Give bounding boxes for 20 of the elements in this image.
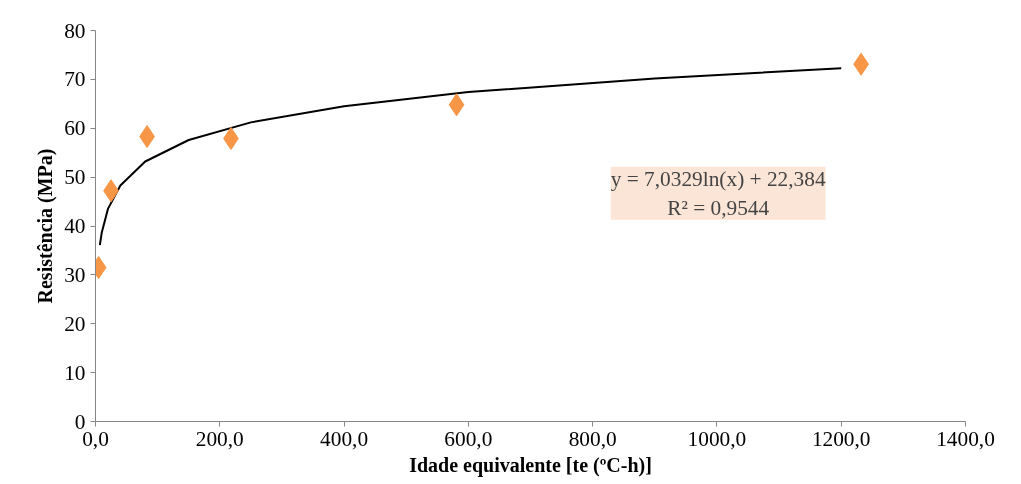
x-tick-label: 800,0 <box>568 426 617 451</box>
y-tick-label: 30 <box>64 262 86 287</box>
x-tick-label: 1000,0 <box>687 426 747 451</box>
y-tick-label: 60 <box>64 116 86 141</box>
x-axis-title: Idade equivalente [te (ºC-h)] <box>409 453 652 477</box>
annotation: y = 7,0329ln(x) + 22,384 R² = 0,9544 <box>610 166 826 220</box>
y-tick-label: 10 <box>64 360 86 385</box>
y-axis-title: Resistência (MPa) <box>34 148 58 304</box>
y-tick-label: 50 <box>64 165 86 190</box>
y-tick-label: 80 <box>64 18 86 43</box>
y-tick-label: 40 <box>64 214 86 238</box>
point <box>448 93 465 117</box>
x-tick-label: 1200,0 <box>811 426 871 451</box>
y-tick-label: 70 <box>64 67 86 92</box>
line-series <box>98 67 843 247</box>
x-tick-label: 1400,0 <box>936 426 995 451</box>
x-tick-label: 600,0 <box>444 426 493 451</box>
x-tick-label: 400,0 <box>320 426 369 451</box>
x-tick-label: 200,0 <box>195 426 244 451</box>
y-tick-label: 20 <box>64 311 86 336</box>
